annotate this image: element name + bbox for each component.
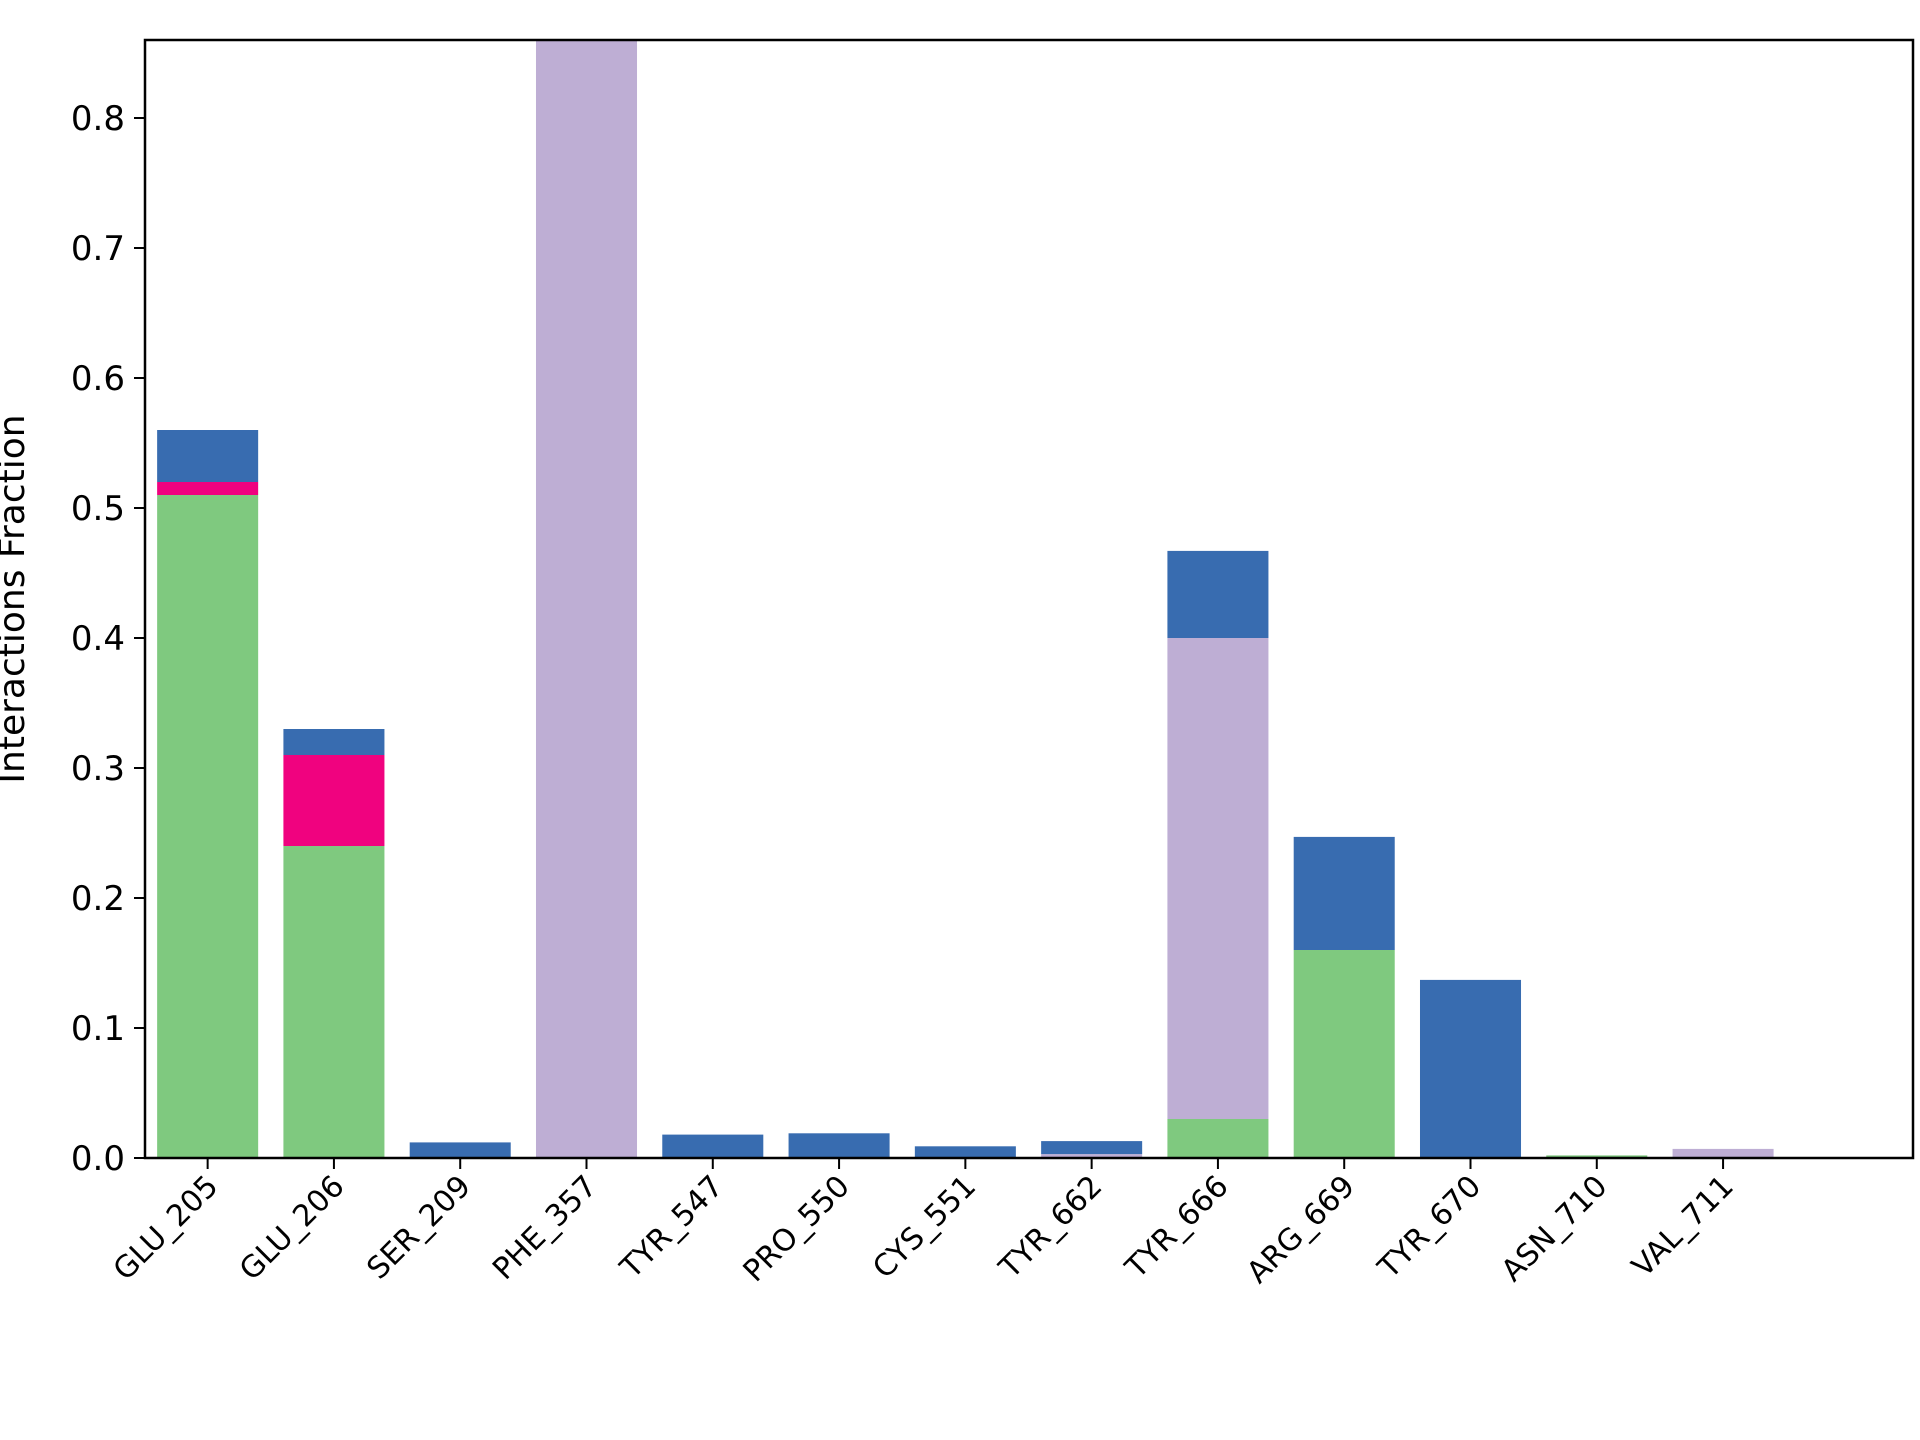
x-tick-label-tyr_670: TYR_670 (1371, 1169, 1488, 1286)
x-tick-label-arg_669: ARG_669 (1240, 1169, 1362, 1291)
y-tick-label: 0.4 (71, 619, 125, 659)
y-tick-label: 0.7 (71, 229, 125, 269)
x-tick-label-tyr_547: TYR_547 (613, 1169, 730, 1286)
bar-tyr_666-segment-0 (1167, 1119, 1269, 1158)
bar-arg_669-segment-0 (1293, 950, 1395, 1158)
bar-arg_669-segment-3 (1293, 836, 1395, 950)
x-tick-label-val_711: VAL_711 (1625, 1169, 1740, 1284)
bar-phe_357-segment-1 (535, 40, 638, 1158)
bar-glu_205-segment-2 (157, 482, 259, 495)
x-tick-label-glu_205: GLU_205 (107, 1169, 226, 1288)
bar-val_711-segment-1 (1672, 1148, 1774, 1158)
y-tick-label: 0.8 (71, 99, 125, 139)
bar-cys_551-segment-3 (914, 1146, 1016, 1158)
x-tick-label-asn_710: ASN_710 (1495, 1169, 1615, 1289)
y-tick-label: 0.5 (71, 489, 125, 529)
bar-glu_206-segment-2 (283, 755, 385, 846)
bar-asn_710-segment-0 (1546, 1155, 1648, 1158)
bar-tyr_662-segment-1 (1041, 1154, 1143, 1158)
x-tick-label-phe_357: PHE_357 (486, 1169, 604, 1287)
y-tick-label: 0.3 (71, 749, 125, 789)
y-tick-label: 0.6 (71, 359, 125, 399)
bar-tyr_662-segment-3 (1041, 1141, 1143, 1155)
x-tick-label-glu_206: GLU_206 (233, 1169, 352, 1288)
bar-glu_206-segment-0 (283, 846, 385, 1158)
y-tick-label: 0.0 (71, 1139, 125, 1179)
x-tick-label-tyr_662: TYR_662 (992, 1169, 1109, 1286)
bar-tyr_666-segment-1 (1167, 638, 1269, 1119)
y-axis-title: Interactions Fraction (0, 414, 33, 783)
plot-frame (143, 38, 1915, 1160)
x-tick-label-cys_551: CYS_551 (866, 1169, 983, 1286)
x-axis: GLU_205 GLU_206 SER_209 PHE_357 TYR_547 PRO_5… (107, 1158, 1741, 1290)
x-tick-label-tyr_666: TYR_666 (1118, 1169, 1235, 1286)
x-tick-label-pro_550: PRO_550 (737, 1169, 857, 1289)
y-axis: 0.0 0.1 0.2 0.3 0.4 0.5 0.6 0.7 0.8 (71, 99, 145, 1179)
bar-pro_550-segment-3 (788, 1133, 890, 1158)
y-tick-label: 0.2 (71, 879, 125, 919)
bar-glu_205-segment-3 (157, 430, 259, 482)
bar-glu_206-segment-3 (283, 729, 385, 755)
bar-glu_205-segment-0 (157, 495, 259, 1158)
bar-tyr_666-segment-3 (1167, 550, 1269, 638)
x-tick-label-ser_209: SER_209 (360, 1169, 477, 1286)
bar-tyr_547-segment-3 (662, 1134, 764, 1158)
y-tick-label: 0.1 (71, 1009, 125, 1049)
bar-ser_209-segment-3 (409, 1142, 511, 1158)
bar-tyr_670-segment-3 (1419, 979, 1522, 1158)
bars-layer (157, 40, 1774, 1158)
